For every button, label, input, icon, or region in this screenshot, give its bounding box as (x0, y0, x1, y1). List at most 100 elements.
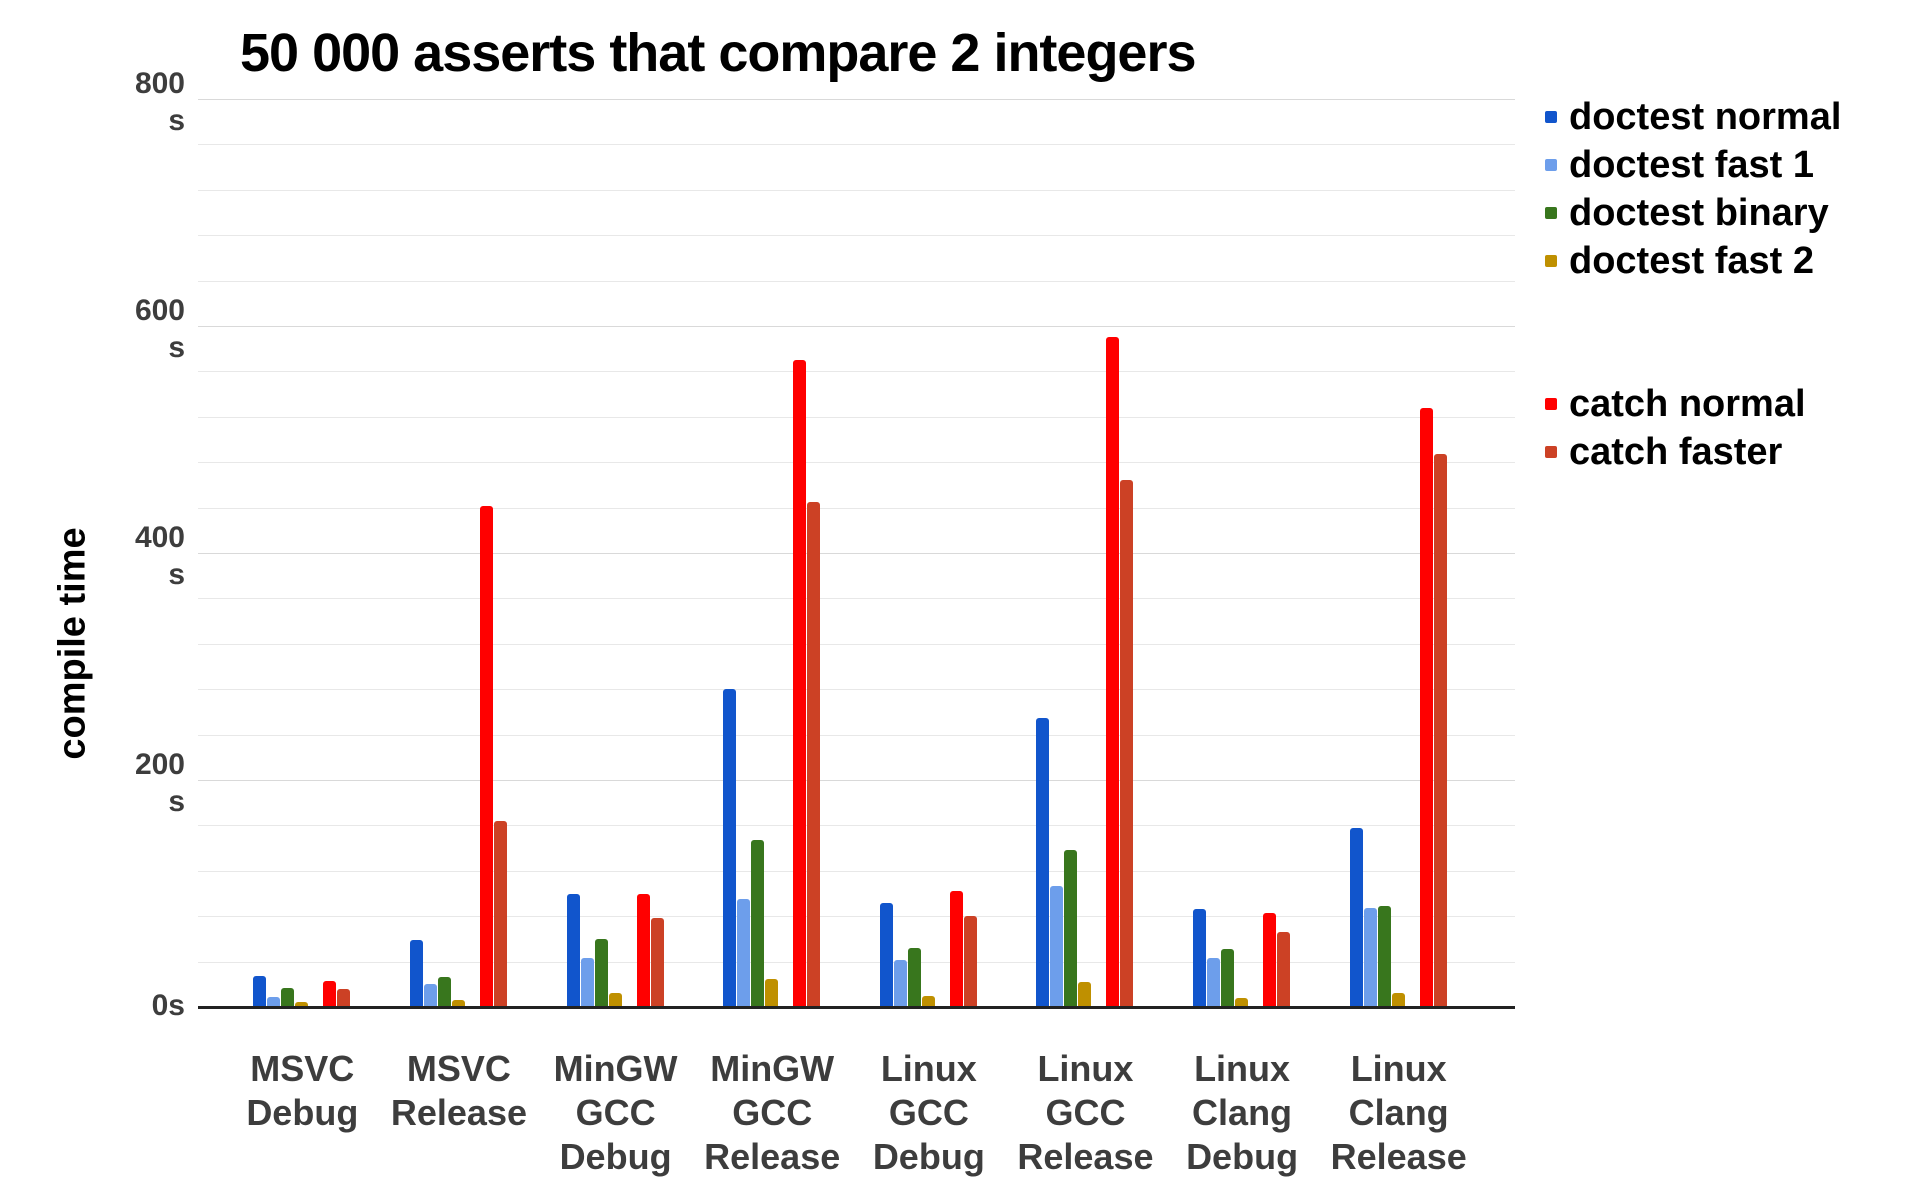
x-tick-line: Linux (880, 1048, 977, 1089)
bar-doctest-fast-2-MSVC-Release (451, 1000, 465, 1007)
bar-doctest-fast-1-Linux-GCC-Release (1050, 885, 1064, 1007)
bar-catch-faster-MinGW-GCC-Debug (650, 918, 664, 1007)
bar-doctest-binary-MinGW-GCC-Release (751, 840, 765, 1007)
legend-label: doctest binary (1569, 191, 1829, 234)
minor-gridline-680s (198, 235, 1515, 237)
x-tick-line: MinGW (553, 1048, 678, 1089)
bar-doctest-fast-2-MSVC-Debug (295, 1002, 309, 1007)
bar-catch-faster-MinGW-GCC-Release (807, 501, 821, 1007)
chart-title: 50 000 asserts that compare 2 integers (240, 23, 1197, 83)
x-tick-line: Release (390, 1092, 527, 1133)
bar-doctest-binary-Linux-Clang-Release (1377, 905, 1391, 1007)
x-axis-line (198, 1006, 1515, 1009)
minor-gridline-720s (198, 189, 1515, 191)
legend-swatch-icon (1545, 446, 1557, 458)
x-tick-label-MSVC-Debug: MSVC Debug (202, 1047, 402, 1135)
minor-gridline-520s (198, 416, 1515, 418)
y-tick-line: 600 (134, 294, 185, 327)
legend-item-catch-faster: catch faster (1545, 428, 1905, 476)
y-axis-tick-labels: 800 s 600 s 400 s 200 s 0s (40, 67, 185, 1022)
legend-label: doctest fast 1 (1569, 143, 1814, 186)
bar-doctest-binary-Linux-GCC-Debug (907, 947, 921, 1007)
bar-doctest-fast-1-MSVC-Release (423, 984, 437, 1007)
x-tick-line: Debug (246, 1092, 359, 1133)
legend: doctest normal doctest fast 1 doctest bina… (1545, 93, 1905, 476)
bar-doctest-binary-MinGW-GCC-Debug (594, 938, 608, 1007)
y-tick-label-400s: 400 s (40, 519, 185, 593)
minor-gridline-80s (198, 916, 1515, 918)
x-tick-line: Release (704, 1136, 841, 1177)
bar-catch-normal-MinGW-GCC-Debug (636, 893, 650, 1007)
bar-catch-normal-Linux-Clang-Debug (1263, 912, 1277, 1007)
y-tick-line: s (168, 104, 185, 137)
bar-doctest-binary-Linux-Clang-Debug (1221, 949, 1235, 1007)
x-tick-label-MinGW-GCC-Release: MinGW GCC Release (672, 1047, 872, 1179)
x-tick-line: Debug (559, 1136, 672, 1177)
legend-item-doctest-binary: doctest binary (1545, 189, 1905, 237)
legend-label: doctest normal (1569, 95, 1842, 138)
bar-doctest-fast-2-MinGW-GCC-Release (765, 978, 779, 1007)
legend-swatch-icon (1545, 255, 1557, 267)
x-tick-label-Linux-Clang-Debug: Linux Clang Debug (1142, 1047, 1342, 1179)
minor-gridline-40s (198, 961, 1515, 963)
minor-gridline-480s (198, 462, 1515, 464)
y-tick-line: 200 (134, 748, 185, 781)
x-tick-label-MinGW-GCC-Debug: MinGW GCC Debug (516, 1047, 716, 1179)
x-tick-line: Release (1330, 1136, 1467, 1177)
bar-catch-faster-Linux-GCC-Debug (963, 916, 977, 1007)
major-gridline-400s (198, 553, 1515, 554)
legend-label: doctest fast 2 (1569, 239, 1814, 282)
bar-doctest-normal-MinGW-GCC-Debug (566, 893, 580, 1007)
x-tick-line: MSVC (406, 1048, 511, 1089)
legend-swatch-icon (1545, 398, 1557, 410)
y-tick-line: s (168, 331, 185, 364)
legend-item-doctest-fast-2: doctest fast 2 (1545, 237, 1905, 285)
legend-swatch-icon (1545, 207, 1557, 219)
y-tick-label-600s: 600 s (40, 292, 185, 366)
bar-doctest-binary-MSVC-Release (437, 977, 451, 1007)
x-tick-line: GCC (732, 1092, 813, 1133)
bar-catch-faster-Linux-GCC-Release (1120, 480, 1134, 1007)
bar-doctest-binary-MSVC-Debug (281, 987, 295, 1007)
plot-area (198, 99, 1515, 1007)
legend-item-doctest-fast-1: doctest fast 1 (1545, 141, 1905, 189)
x-tick-line: MinGW (710, 1048, 835, 1089)
bar-doctest-fast-1-MinGW-GCC-Release (737, 899, 751, 1007)
bar-catch-normal-Linux-Clang-Release (1419, 407, 1433, 1007)
y-tick-line: s (168, 558, 185, 591)
bar-doctest-fast-1-MinGW-GCC-Debug (580, 958, 594, 1007)
bar-catch-normal-MinGW-GCC-Release (793, 360, 807, 1007)
bar-doctest-fast-1-Linux-Clang-Release (1363, 908, 1377, 1007)
bar-doctest-fast-1-MSVC-Debug (267, 996, 281, 1007)
y-tick-label-800s: 800 s (40, 65, 185, 139)
legend-label: catch normal (1569, 382, 1806, 425)
legend-group-gap (1545, 285, 1905, 380)
bar-catch-normal-MSVC-Debug (323, 980, 337, 1007)
bar-doctest-normal-MinGW-GCC-Release (723, 689, 737, 1007)
x-tick-line: MSVC (250, 1048, 355, 1089)
legend-swatch-icon (1545, 159, 1557, 171)
x-tick-line: Linux (1194, 1048, 1291, 1089)
legend-label: catch faster (1569, 430, 1783, 473)
minor-gridline-280s (198, 689, 1515, 691)
y-tick-line: 400 (134, 521, 185, 554)
minor-gridline-760s (198, 144, 1515, 146)
minor-gridline-320s (198, 643, 1515, 645)
bar-doctest-fast-1-Linux-GCC-Debug (893, 960, 907, 1007)
x-tick-line: Clang (1192, 1092, 1293, 1133)
major-gridline-600s (198, 326, 1515, 327)
bar-catch-normal-Linux-GCC-Debug (949, 891, 963, 1007)
legend-item-doctest-normal: doctest normal (1545, 93, 1905, 141)
x-tick-label-Linux-GCC-Release: Linux GCC Release (985, 1047, 1185, 1179)
minor-gridline-640s (198, 280, 1515, 282)
minor-gridline-160s (198, 825, 1515, 827)
minor-gridline-440s (198, 507, 1515, 509)
legend-swatch-icon (1545, 111, 1557, 123)
bar-catch-faster-Linux-Clang-Release (1433, 454, 1447, 1007)
bar-catch-faster-MSVC-Debug (337, 988, 351, 1007)
x-tick-label-Linux-Clang-Release: Linux Clang Release (1299, 1047, 1499, 1179)
x-tick-line: Linux (1350, 1048, 1447, 1089)
x-tick-line: Debug (872, 1136, 985, 1177)
y-tick-label-200s: 200 s (40, 746, 185, 820)
